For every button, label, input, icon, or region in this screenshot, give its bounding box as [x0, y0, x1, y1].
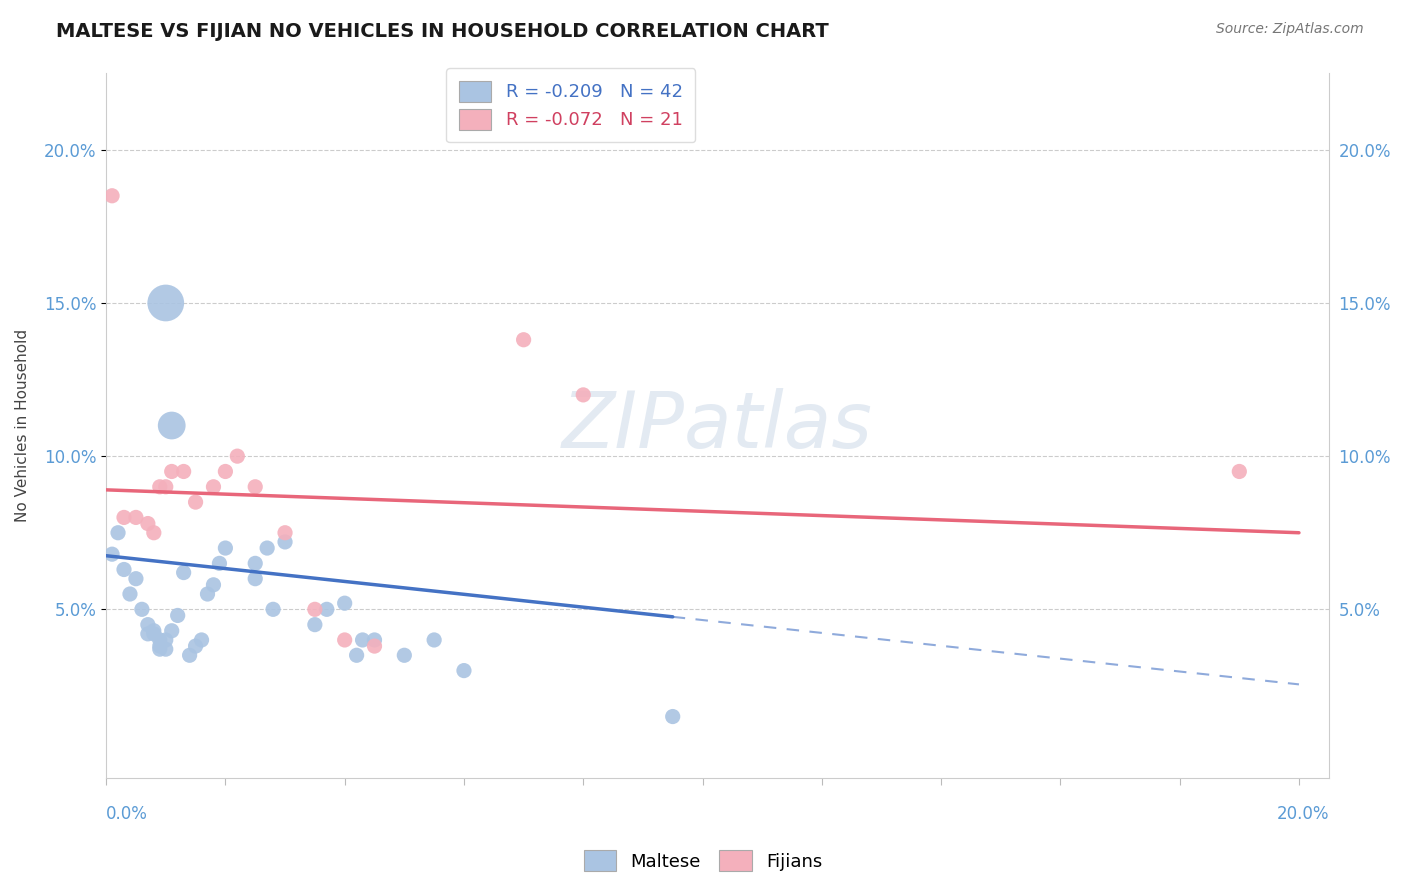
- Legend: R = -0.209   N = 42, R = -0.072   N = 21: R = -0.209 N = 42, R = -0.072 N = 21: [446, 68, 696, 143]
- Point: [155, 480, 177, 494]
- Point: [118, 587, 141, 601]
- Point: [160, 418, 183, 433]
- Point: [202, 480, 225, 494]
- Point: [197, 587, 219, 601]
- Point: [572, 388, 595, 402]
- Point: [184, 495, 207, 509]
- Point: [149, 642, 172, 657]
- Point: [453, 664, 475, 678]
- Point: [363, 639, 385, 653]
- Point: [256, 541, 278, 555]
- Point: [245, 572, 267, 586]
- Point: [173, 465, 195, 479]
- Point: [208, 557, 231, 571]
- Point: [184, 639, 207, 653]
- Point: [101, 188, 124, 202]
- Text: 20.0%: 20.0%: [1277, 805, 1329, 823]
- Point: [363, 632, 385, 647]
- Point: [125, 572, 148, 586]
- Y-axis label: No Vehicles in Household: No Vehicles in Household: [15, 329, 30, 522]
- Point: [155, 632, 177, 647]
- Point: [226, 449, 249, 463]
- Point: [173, 566, 195, 580]
- Point: [304, 617, 326, 632]
- Point: [315, 602, 337, 616]
- Point: [394, 648, 416, 663]
- Point: [142, 525, 165, 540]
- Point: [142, 624, 165, 638]
- Point: [661, 709, 683, 723]
- Point: [262, 602, 284, 616]
- Point: [131, 602, 153, 616]
- Point: [333, 596, 356, 610]
- Text: ZIPatlas: ZIPatlas: [562, 387, 873, 464]
- Point: [112, 562, 135, 576]
- Point: [155, 642, 177, 657]
- Point: [136, 516, 159, 531]
- Point: [136, 617, 159, 632]
- Point: [214, 465, 236, 479]
- Text: MALTESE VS FIJIAN NO VEHICLES IN HOUSEHOLD CORRELATION CHART: MALTESE VS FIJIAN NO VEHICLES IN HOUSEHO…: [56, 22, 830, 41]
- Point: [423, 632, 446, 647]
- Point: [160, 624, 183, 638]
- Point: [1227, 465, 1250, 479]
- Point: [245, 557, 267, 571]
- Point: [346, 648, 368, 663]
- Point: [101, 547, 124, 561]
- Point: [149, 480, 172, 494]
- Point: [179, 648, 201, 663]
- Point: [512, 333, 534, 347]
- Point: [155, 296, 177, 310]
- Legend: Maltese, Fijians: Maltese, Fijians: [576, 843, 830, 879]
- Point: [304, 602, 326, 616]
- Point: [245, 480, 267, 494]
- Point: [274, 535, 297, 549]
- Point: [107, 525, 129, 540]
- Point: [149, 632, 172, 647]
- Point: [214, 541, 236, 555]
- Point: [142, 627, 165, 641]
- Text: 0.0%: 0.0%: [105, 805, 148, 823]
- Point: [274, 525, 297, 540]
- Point: [149, 639, 172, 653]
- Point: [202, 578, 225, 592]
- Point: [333, 632, 356, 647]
- Point: [160, 465, 183, 479]
- Point: [125, 510, 148, 524]
- Point: [136, 627, 159, 641]
- Point: [352, 632, 374, 647]
- Point: [112, 510, 135, 524]
- Point: [166, 608, 188, 623]
- Point: [190, 632, 212, 647]
- Text: Source: ZipAtlas.com: Source: ZipAtlas.com: [1216, 22, 1364, 37]
